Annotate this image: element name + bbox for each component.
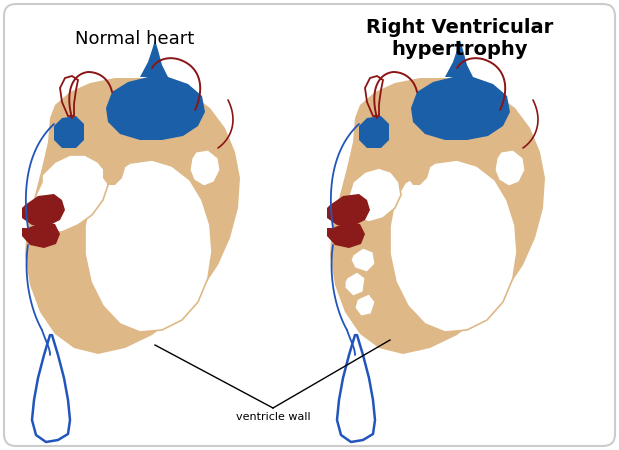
Polygon shape bbox=[98, 138, 190, 168]
Polygon shape bbox=[359, 116, 389, 148]
Polygon shape bbox=[495, 150, 525, 186]
Text: ventricle wall: ventricle wall bbox=[236, 412, 310, 422]
Polygon shape bbox=[103, 162, 125, 185]
Polygon shape bbox=[190, 150, 220, 186]
Polygon shape bbox=[54, 116, 84, 148]
Polygon shape bbox=[445, 40, 473, 77]
Text: Normal heart: Normal heart bbox=[76, 30, 194, 48]
Polygon shape bbox=[186, 140, 228, 192]
Polygon shape bbox=[106, 77, 205, 140]
Polygon shape bbox=[140, 40, 168, 77]
Text: Right Ventricular
hypertrophy: Right Ventricular hypertrophy bbox=[366, 18, 553, 59]
Polygon shape bbox=[327, 194, 370, 226]
Polygon shape bbox=[327, 222, 365, 248]
Polygon shape bbox=[330, 78, 545, 354]
Polygon shape bbox=[408, 162, 430, 185]
Polygon shape bbox=[491, 140, 533, 192]
Polygon shape bbox=[411, 77, 510, 140]
Polygon shape bbox=[390, 160, 517, 332]
Polygon shape bbox=[403, 138, 495, 168]
Polygon shape bbox=[351, 248, 375, 272]
Polygon shape bbox=[355, 294, 375, 316]
Polygon shape bbox=[25, 78, 240, 354]
Polygon shape bbox=[345, 272, 365, 296]
Polygon shape bbox=[349, 168, 401, 222]
Polygon shape bbox=[22, 222, 60, 248]
Polygon shape bbox=[85, 160, 212, 332]
Polygon shape bbox=[22, 194, 65, 226]
Polygon shape bbox=[34, 155, 108, 232]
